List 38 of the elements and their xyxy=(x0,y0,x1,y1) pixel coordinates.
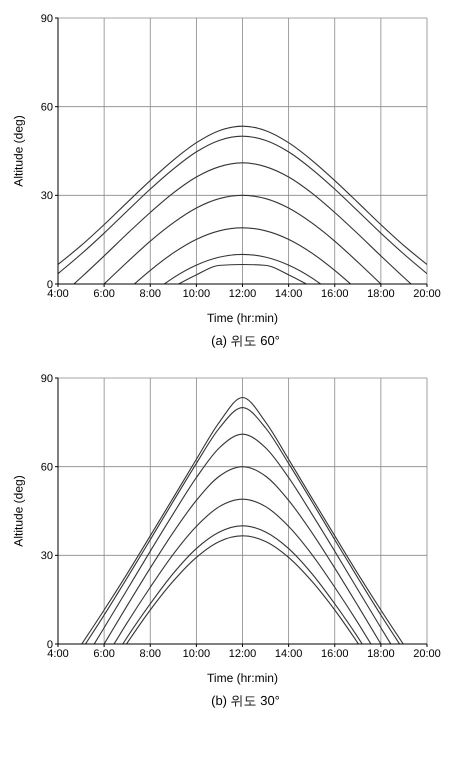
x-tick-label: 6:00 xyxy=(93,288,115,300)
x-tick-label: 18:00 xyxy=(367,288,395,300)
y-tick-label: 30 xyxy=(40,190,53,202)
line-series xyxy=(104,466,382,644)
x-tick-label: 18:00 xyxy=(367,648,395,660)
line-series xyxy=(178,264,307,284)
x-tick-label: 10:00 xyxy=(182,648,210,660)
x-tick-label: 6:00 xyxy=(93,648,115,660)
text: (a) 위도 60° xyxy=(210,332,281,350)
x-axis-title: Time (hr:min) xyxy=(207,311,278,325)
y-axis-title: Altitude (deg) xyxy=(11,115,26,187)
y-tick-label: 30 xyxy=(40,550,53,562)
x-tick-label: 16:00 xyxy=(320,288,349,300)
x-tick-label: 8:00 xyxy=(140,288,161,300)
x-tick-label: 4:00 xyxy=(47,288,69,300)
y-tick-label: 90 xyxy=(40,12,53,25)
y-tick-label: 90 xyxy=(40,372,53,385)
x-tick-label: 10:00 xyxy=(182,288,210,300)
x-tick-label: 16:00 xyxy=(320,648,349,660)
line-series xyxy=(134,227,352,284)
x-tick-label: 8:00 xyxy=(140,648,161,660)
y-axis-title: Altitude (deg) xyxy=(11,475,26,547)
x-axis-title: Time (hr:min) xyxy=(207,671,278,685)
x-tick-label: 14:00 xyxy=(274,648,302,660)
x-tick-label: 20:00 xyxy=(413,288,441,300)
line-series xyxy=(94,434,392,644)
y-tick-label: 60 xyxy=(40,462,53,474)
line-series xyxy=(113,498,372,644)
line-series xyxy=(104,194,382,284)
x-tick-label: 12:00 xyxy=(228,648,256,660)
text: (b) 위도 30° xyxy=(210,692,281,710)
y-tick-label: 60 xyxy=(40,102,53,114)
x-tick-label: 14:00 xyxy=(274,288,302,300)
x-tick-label: 12:00 xyxy=(228,288,256,300)
x-tick-label: 20:00 xyxy=(413,648,441,660)
x-tick-label: 4:00 xyxy=(47,648,69,660)
line-series xyxy=(73,162,412,284)
line-series xyxy=(164,254,322,284)
